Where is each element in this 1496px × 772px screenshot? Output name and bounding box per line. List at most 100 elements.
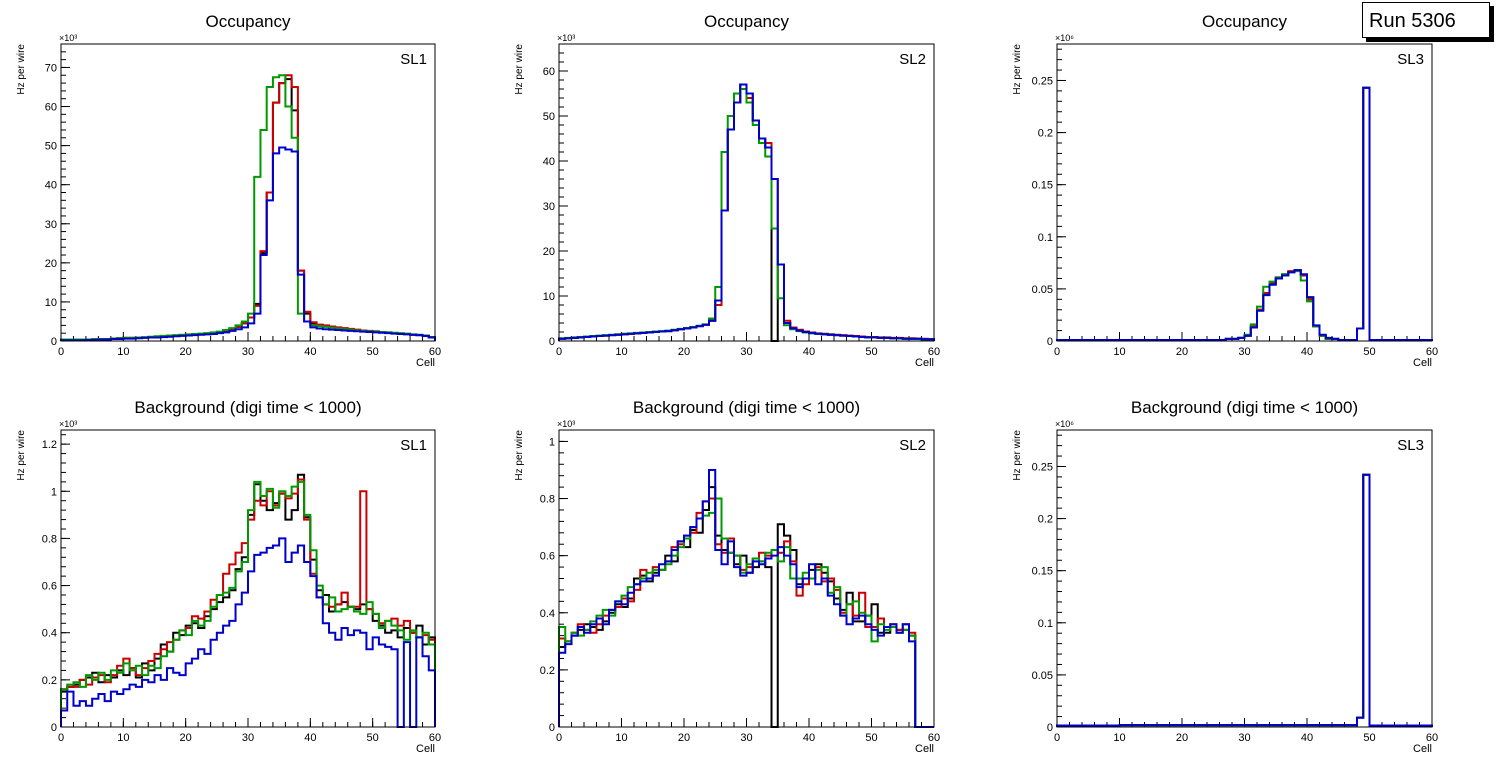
x-axis-label: Cell	[1413, 357, 1432, 369]
series-line-green	[558, 88, 935, 341]
y-tick-label: 1	[549, 436, 555, 448]
y-tick-label: 0	[1047, 336, 1053, 348]
y-tick-label: 20	[543, 246, 555, 258]
x-tick-label: 60	[1426, 346, 1438, 358]
x-tick-label: 50	[1363, 346, 1375, 358]
x-tick-label: 40	[304, 346, 316, 358]
y-tick-label: 0.2	[540, 665, 555, 677]
x-tick-label: 0	[1054, 732, 1060, 744]
y-tick-label: 0.1	[1038, 232, 1053, 244]
chart-label: SL3	[1397, 51, 1424, 68]
y-tick-label: 0.2	[1038, 514, 1053, 526]
x-tick-label: 40	[1301, 732, 1313, 744]
series-line-red	[60, 74, 436, 341]
x-tick-label: 50	[367, 346, 379, 358]
y-tick-label: 30	[543, 201, 555, 213]
y-tick-label: 0	[549, 336, 555, 348]
x-tick-label: 40	[1301, 346, 1313, 358]
y-tick-label: 0.05	[1032, 284, 1053, 296]
y-tick-label: 0.05	[1032, 670, 1053, 682]
x-tick-label: 50	[1363, 732, 1375, 744]
y-tick-label: 0	[1047, 722, 1053, 734]
series-line-blue	[1056, 473, 1433, 727]
x-tick-label: 40	[803, 732, 815, 744]
plot-frame	[558, 43, 935, 342]
axis-exponent: ×10³	[557, 419, 575, 429]
plot-frame	[60, 429, 436, 728]
x-tick-label: 10	[615, 732, 627, 744]
y-tick-label: 10	[543, 291, 555, 303]
y-tick-label: 0.6	[42, 581, 57, 593]
y-tick-label: 50	[543, 111, 555, 123]
x-tick-label: 30	[242, 732, 254, 744]
x-tick-label: 0	[58, 732, 64, 744]
x-tick-label: 20	[180, 732, 192, 744]
x-tick-label: 50	[865, 732, 877, 744]
x-tick-label: 0	[1054, 346, 1060, 358]
chart-title: Background (digi time < 1000)	[633, 398, 860, 417]
series-line-green	[60, 480, 436, 727]
y-axis-label: Hz per wire	[514, 430, 525, 481]
y-axis-label: Hz per wire	[514, 44, 525, 95]
y-axis-label: Hz per wire	[16, 44, 27, 95]
y-tick-label: 0.8	[42, 533, 57, 545]
series-line-blue	[558, 468, 934, 728]
run-number-box: Run 5306	[1362, 2, 1490, 38]
series-line-blue	[60, 537, 436, 728]
x-tick-label: 20	[1176, 732, 1188, 744]
chart-label: SL2	[899, 51, 926, 68]
y-tick-label: 0.15	[1032, 566, 1053, 578]
axis-exponent: ×10³	[557, 33, 575, 43]
chart-label: SL1	[400, 51, 427, 68]
chart-label: SL1	[400, 437, 427, 454]
y-tick-label: 0.4	[42, 628, 57, 640]
y-tick-label: 60	[45, 102, 57, 114]
chart-title: Occupancy	[704, 12, 790, 31]
y-tick-label: 60	[543, 66, 555, 78]
x-tick-label: 0	[58, 346, 64, 358]
y-tick-label: 0.15	[1032, 180, 1053, 192]
chart-occ_sl3: Occupancy SL3 ×10⁶ Cell Hz per wire 0 10 20 30 40…	[1012, 12, 1438, 369]
series-line-green	[60, 74, 436, 341]
series-line-green	[1056, 86, 1433, 341]
y-tick-label: 20	[45, 258, 57, 270]
axis-exponent: ×10⁶	[1055, 33, 1074, 43]
x-tick-label: 60	[429, 346, 441, 358]
series-line-blue	[558, 83, 935, 341]
chart-occ_sl2: Occupancy SL2 ×10³ Cell Hz per wire 0 10 20 30 40…	[514, 12, 940, 369]
series-line-black	[60, 78, 436, 341]
series-line-blue	[1056, 86, 1433, 341]
x-tick-label: 30	[740, 732, 752, 744]
y-tick-label: 30	[45, 219, 57, 231]
y-axis-label: Hz per wire	[1012, 44, 1023, 95]
series-line-red	[558, 83, 935, 341]
series-line-black	[558, 83, 935, 342]
series-line-blue	[60, 146, 436, 342]
chart-bkg_sl2: Background (digi time < 1000) SL2 ×10³ Cell…	[514, 398, 940, 755]
x-axis-label: Cell	[416, 743, 435, 755]
y-tick-label: 0	[51, 722, 57, 734]
x-tick-label: 30	[740, 346, 752, 358]
chart-title: Background (digi time < 1000)	[1131, 398, 1358, 417]
series-line-black	[558, 486, 934, 728]
y-tick-label: 0.8	[540, 494, 555, 506]
x-tick-label: 40	[304, 732, 316, 744]
x-tick-label: 50	[865, 346, 877, 358]
axis-exponent: ×10³	[59, 33, 77, 43]
axis-exponent: ×10⁶	[1055, 419, 1074, 429]
y-tick-label: 10	[45, 297, 57, 309]
x-tick-label: 40	[803, 346, 815, 358]
x-tick-label: 60	[928, 346, 940, 358]
chart-label: SL2	[899, 437, 926, 454]
x-tick-label: 0	[556, 732, 562, 744]
plot-frame	[60, 43, 436, 342]
x-tick-label: 20	[180, 346, 192, 358]
x-axis-label: Cell	[1413, 743, 1432, 755]
x-axis-label: Cell	[416, 357, 435, 369]
y-tick-label: 0.2	[42, 675, 57, 687]
y-tick-label: 40	[543, 156, 555, 168]
y-tick-label: 0.4	[540, 608, 555, 620]
plot-frame	[1056, 429, 1433, 728]
x-tick-label: 30	[1238, 346, 1250, 358]
